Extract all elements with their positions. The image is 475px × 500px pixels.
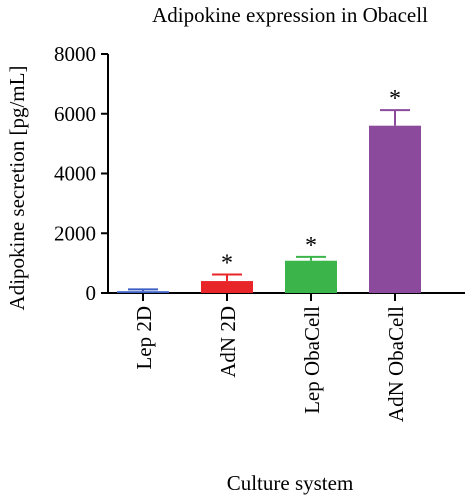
- bar: [201, 281, 253, 293]
- significance-marker: *: [305, 233, 317, 259]
- plot-area: 0 2000 4000 6000 8000 Lep 2D * AdN 2D * Lep ObaCe…: [54, 42, 421, 422]
- y-tick-label: 8000: [54, 42, 96, 66]
- y-tick-label: 2000: [54, 221, 96, 245]
- x-tick-label: AdN 2D: [216, 306, 240, 378]
- x-axis-label: Culture system: [227, 471, 354, 495]
- y-tick-label: 4000: [54, 162, 96, 186]
- significance-marker: *: [389, 86, 401, 112]
- x-tick-label: Lep 2D: [132, 306, 156, 370]
- x-tick-label: AdN ObaCell: [384, 306, 408, 422]
- chart-title: Adipokine expression in Obacell: [152, 3, 428, 27]
- x-tick-label: Lep ObaCell: [300, 306, 324, 414]
- bar: [285, 260, 337, 293]
- y-axis-label: Adipokine secretion [pg/mL]: [5, 66, 29, 311]
- bar: [117, 291, 169, 293]
- y-tick-label: 0: [86, 281, 97, 305]
- y-tick-label: 6000: [54, 102, 96, 126]
- significance-marker: *: [221, 250, 233, 276]
- bar: [369, 125, 421, 293]
